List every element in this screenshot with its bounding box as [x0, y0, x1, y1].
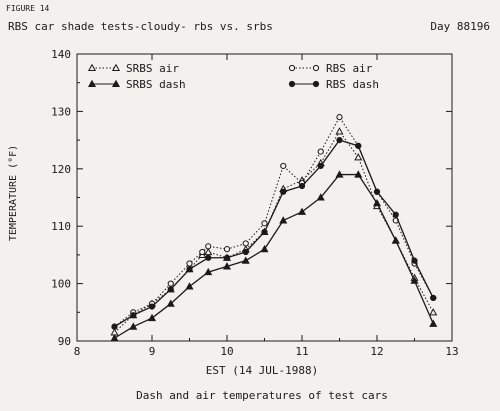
data-point [167, 286, 174, 293]
data-point [241, 256, 250, 264]
series-group [110, 114, 438, 342]
legend-marker [312, 80, 320, 88]
x-tick-label: 13 [445, 345, 458, 358]
data-point [111, 323, 118, 330]
data-point [261, 228, 268, 236]
legend-label: RBS dash [326, 78, 379, 91]
data-point [130, 312, 137, 319]
series-srbs-dash [110, 170, 438, 342]
data-point [280, 188, 287, 195]
data-point [186, 266, 193, 273]
data-point [242, 248, 249, 256]
legend: SRBS air SRBS dash RBS air RBS dash [87, 62, 379, 91]
y-axis-label: TEMPERATURE (°F) [8, 145, 19, 241]
legend-marker [312, 64, 320, 72]
data-point [204, 267, 213, 276]
axes: 8 9 10 11 12 13 90 100 110 120 130 140 [51, 48, 459, 358]
data-point [392, 211, 399, 218]
legend-item: SRBS air [87, 62, 179, 75]
y-tick-label: 130 [51, 105, 71, 118]
legend-marker [87, 79, 97, 88]
x-tick-label: 10 [220, 345, 233, 358]
data-point [429, 308, 438, 316]
series-line-rbs-dash [114, 139, 434, 328]
data-point [335, 127, 344, 135]
data-point [373, 188, 381, 195]
legend-item: RBS air [288, 62, 373, 75]
x-tick-label: 9 [149, 345, 156, 358]
y-tick-label: 110 [51, 220, 71, 233]
data-point [222, 262, 232, 270]
series-rbs-air [111, 114, 437, 330]
data-point [317, 162, 324, 170]
legend-item: SRBS dash [87, 78, 186, 91]
data-point [355, 142, 362, 149]
data-point [372, 199, 382, 207]
series-line-srbs-air [114, 130, 434, 333]
legend-marker [288, 64, 296, 72]
legend-label: SRBS dash [126, 78, 186, 91]
data-point [185, 282, 194, 290]
data-point [204, 247, 213, 256]
data-point [186, 260, 193, 267]
data-point [129, 322, 138, 330]
legend-label: SRBS air [126, 62, 179, 75]
series-line-srbs-dash [114, 173, 434, 339]
data-point [391, 236, 400, 244]
data-point [430, 294, 437, 302]
x-axis-label: EST (14 JUL-1988) [206, 364, 319, 377]
legend-marker [111, 63, 121, 72]
data-point [279, 216, 288, 224]
y-tick-label: 100 [51, 278, 71, 291]
data-point [335, 170, 344, 178]
figure-caption: Dash and air temperatures of test cars [136, 389, 388, 402]
data-point [260, 244, 269, 253]
data-point [167, 280, 174, 287]
plot-frame [76, 53, 453, 342]
figure-label: FIGURE 14 [6, 4, 50, 13]
x-tick-label: 11 [295, 345, 308, 358]
data-point [316, 193, 325, 201]
chart-title: RBS car shade tests-cloudy- rbs vs. srbs [8, 20, 273, 33]
data-point [261, 220, 268, 227]
y-tick-label: 90 [58, 335, 71, 348]
data-point [429, 319, 438, 327]
x-tick-label: 12 [370, 345, 383, 358]
data-point [336, 114, 343, 121]
data-point [354, 153, 363, 161]
x-tick-label: 8 [74, 345, 81, 358]
data-point [147, 313, 157, 322]
legend-item: RBS dash [288, 78, 379, 91]
data-point [199, 248, 206, 256]
legend-marker [111, 79, 121, 88]
data-point [354, 170, 363, 178]
data-point [297, 207, 307, 215]
series-rbs-dash [111, 137, 437, 330]
data-point [166, 299, 175, 307]
legend-marker [87, 63, 97, 72]
data-point [298, 182, 306, 190]
data-point [242, 240, 249, 247]
data-point [205, 254, 212, 261]
data-point [223, 254, 231, 261]
data-point [110, 333, 119, 342]
y-tick-label: 120 [51, 163, 71, 176]
legend-marker [288, 80, 296, 88]
day-label: Day 88196 [430, 20, 490, 33]
data-point [148, 303, 156, 310]
data-point [336, 137, 343, 144]
series-srbs-air [110, 127, 438, 336]
legend-label: RBS air [326, 62, 373, 75]
data-point [280, 162, 287, 170]
data-point [410, 276, 419, 284]
y-tick-label: 140 [51, 48, 71, 61]
data-point [205, 243, 212, 250]
data-point [411, 257, 418, 264]
data-point [317, 148, 324, 155]
data-point [223, 246, 231, 253]
